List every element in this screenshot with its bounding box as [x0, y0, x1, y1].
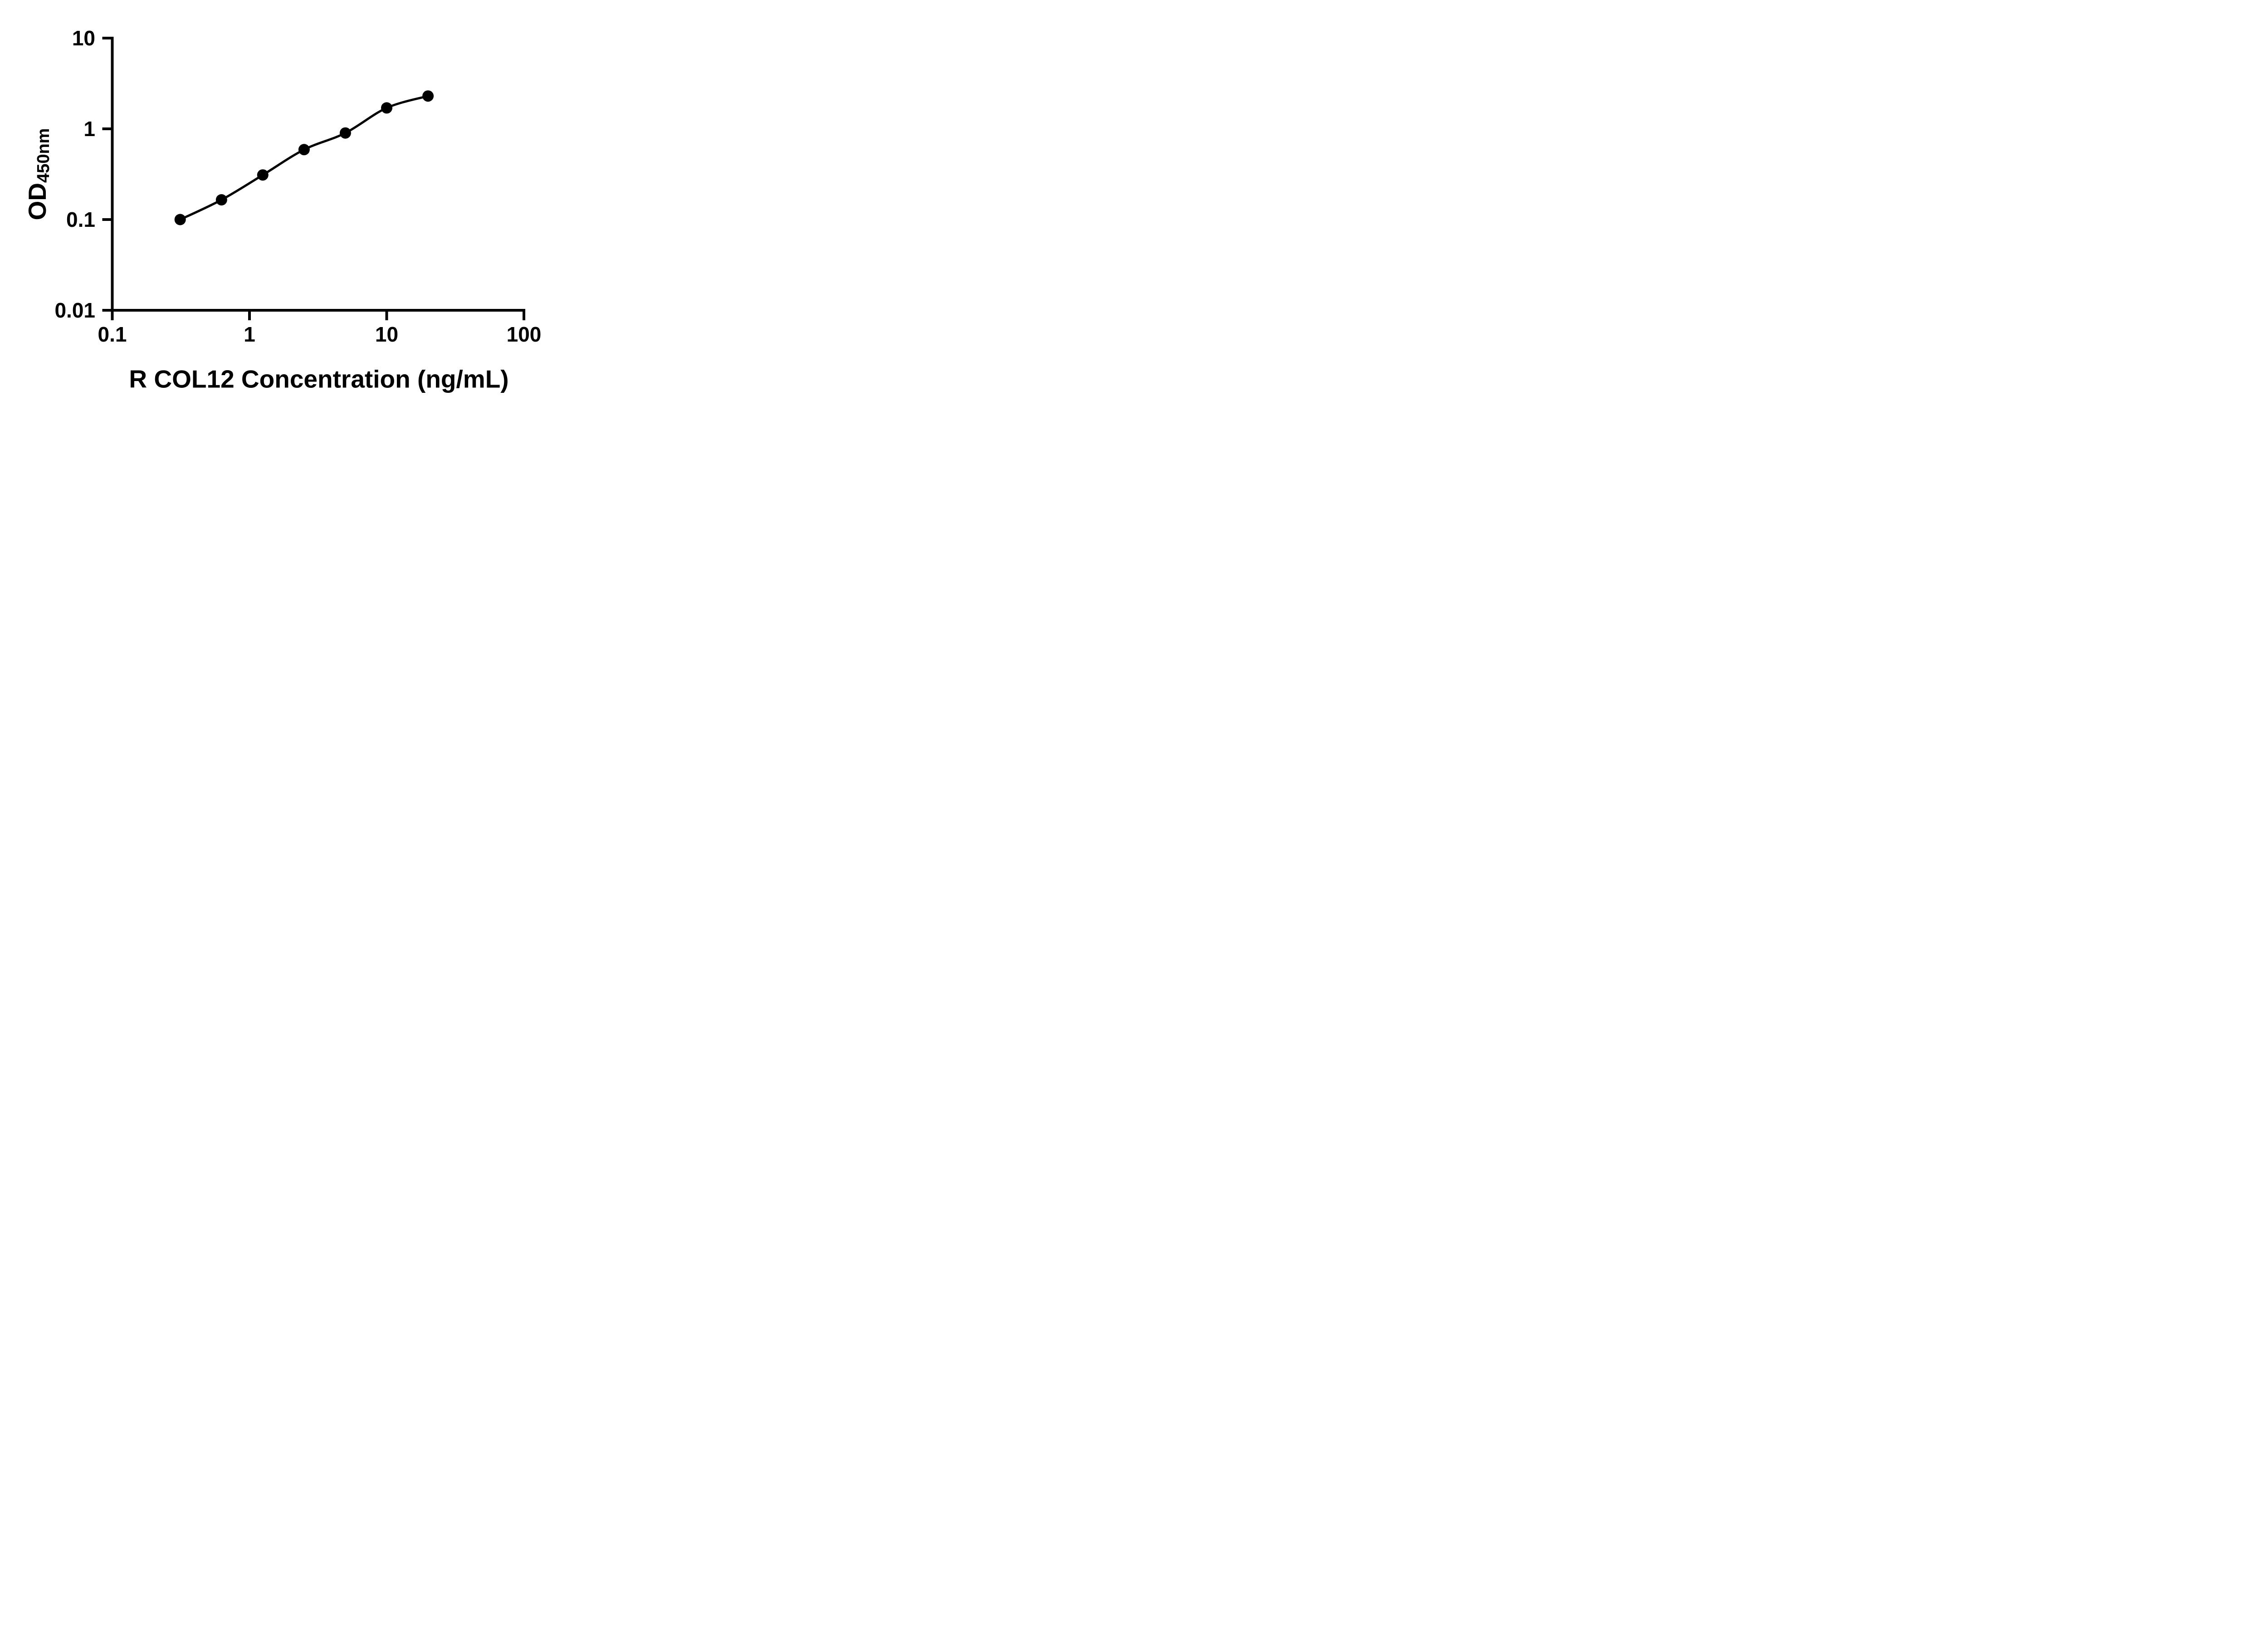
data-point	[422, 90, 434, 102]
data-point	[381, 102, 392, 114]
y-axis-title-main: OD	[23, 182, 51, 220]
x-tick-label: 10	[375, 323, 398, 346]
y-tick-label: 0.01	[54, 298, 95, 322]
data-point	[257, 169, 269, 181]
x-tick-label: 0.1	[98, 323, 127, 346]
y-tick-label: 1	[83, 117, 95, 141]
y-tick-label: 10	[72, 26, 95, 50]
x-axis-title: R COL12 Concentration (ng/mL)	[129, 365, 509, 393]
data-point	[298, 144, 310, 156]
data-point	[339, 127, 351, 139]
y-tick-label: 0.1	[66, 208, 95, 231]
x-tick-label: 100	[507, 323, 542, 346]
y-axis-title: OD450nm	[23, 128, 53, 220]
x-tick-label: 1	[244, 323, 255, 346]
data-point	[215, 194, 227, 205]
y-axis-title-subscript: 450nm	[34, 128, 53, 183]
data-point	[174, 214, 186, 225]
elisa-standard-curve-figure: 0.01 0.1 1 10 0.1 1 10 100 OD450nm R COL12 Conc…	[0, 0, 583, 408]
